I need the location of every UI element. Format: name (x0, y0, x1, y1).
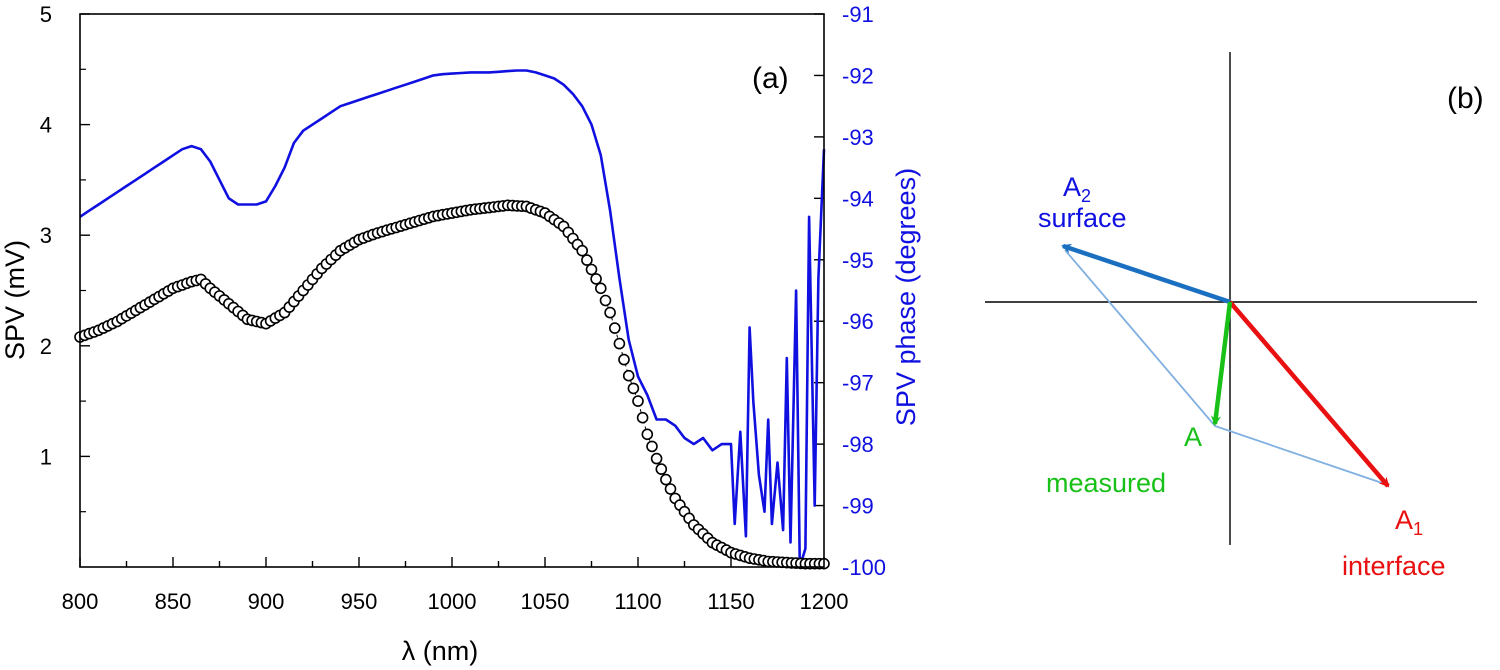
vector-a2-arrow (1061, 243, 1231, 305)
spv-point (613, 337, 626, 350)
label-a1: A1 (1395, 505, 1423, 539)
x-tick-label: 1200 (800, 589, 849, 614)
spv-point (599, 294, 612, 307)
left-axis-ticks: 1 2 3 4 5 (40, 2, 90, 513)
x-tick-label: 950 (341, 589, 378, 614)
right-tick-label: -94 (842, 186, 874, 211)
spv-point (632, 395, 644, 407)
x-tick-label: 1150 (707, 589, 754, 614)
right-tick-label: -99 (842, 494, 874, 519)
spv-point (627, 382, 640, 395)
panel-label-b: (b) (1447, 82, 1484, 115)
x-tick-label: 1000 (428, 589, 477, 614)
right-tick-label: -93 (842, 125, 874, 150)
x-tick-label: 1050 (521, 589, 570, 614)
spv-point (622, 369, 635, 382)
x-tick-label: 900 (248, 589, 285, 614)
label-a2: A2 (1063, 172, 1091, 206)
panel-label-a: (a) (752, 62, 789, 95)
left-axis-title: SPV (mV) (0, 240, 30, 360)
spv-point (650, 452, 663, 465)
label-measured: measured (1046, 468, 1166, 498)
spv-point (576, 244, 589, 257)
label-a2-main: A (1063, 172, 1081, 202)
right-tick-label: -98 (842, 432, 874, 457)
right-tick-label: -92 (842, 63, 874, 88)
spv-point (594, 282, 607, 295)
spv-point (641, 428, 654, 441)
left-tick-label: 5 (40, 2, 52, 27)
x-tick-label: 1100 (614, 589, 661, 614)
label-a2-sub: 2 (1081, 186, 1091, 206)
spv-point (636, 411, 649, 424)
x-tick-label: 850 (155, 589, 192, 614)
spv-point (608, 322, 621, 334)
spv-point (585, 263, 598, 276)
label-a-measured: A (1184, 422, 1202, 452)
plot-frame (79, 13, 825, 568)
panel-a-chart: 800 850 900 950 1000 1050 1100 1150 1200 1 2 3 4 5 -… (0, 2, 921, 666)
x-axis-ticks: 800 850 900 950 1000 1050 1100 1150 1200 (62, 557, 849, 614)
vector-a-measured-arrow (1211, 301, 1233, 426)
right-tick-label: -97 (842, 371, 874, 396)
series-spv-phase (79, 69, 826, 569)
spv-point (660, 473, 672, 486)
right-tick-label: -100 (842, 555, 886, 580)
spv-point (604, 306, 616, 319)
right-tick-label: -96 (842, 309, 874, 334)
series-spv (74, 199, 830, 570)
left-tick-label: 3 (40, 223, 52, 248)
left-tick-label: 1 (40, 444, 52, 469)
x-tick-label: 800 (62, 589, 99, 614)
spv-phase-line (79, 69, 826, 569)
label-a1-main: A (1395, 505, 1413, 535)
label-interface: interface (1342, 551, 1446, 581)
spv-point (664, 483, 677, 495)
right-axis-title: SPV phase (degrees) (891, 168, 921, 426)
left-tick-label: 4 (40, 113, 52, 138)
parallelogram-outline (1064, 249, 1386, 485)
right-axis-ticks: -100 -99 -98 -97 -96 -95 -94 -93 -92 -91 (814, 2, 886, 580)
spv-point (646, 440, 658, 453)
spv-point (581, 254, 593, 266)
spv-point (618, 353, 630, 366)
vector-a1-arrow (1228, 300, 1390, 488)
spv-point (655, 463, 668, 475)
label-surface: surface (1038, 203, 1127, 233)
spv-point (590, 273, 602, 285)
x-axis-title: λ (nm) (402, 636, 479, 666)
left-tick-label: 2 (40, 334, 52, 359)
spv-connector (79, 204, 824, 565)
label-a1-sub: 1 (1413, 519, 1423, 539)
right-tick-label: -91 (842, 2, 874, 27)
right-tick-label: -95 (842, 248, 874, 273)
panel-b-diagram: (b) A2 surface A measured A1 interface (985, 52, 1484, 581)
